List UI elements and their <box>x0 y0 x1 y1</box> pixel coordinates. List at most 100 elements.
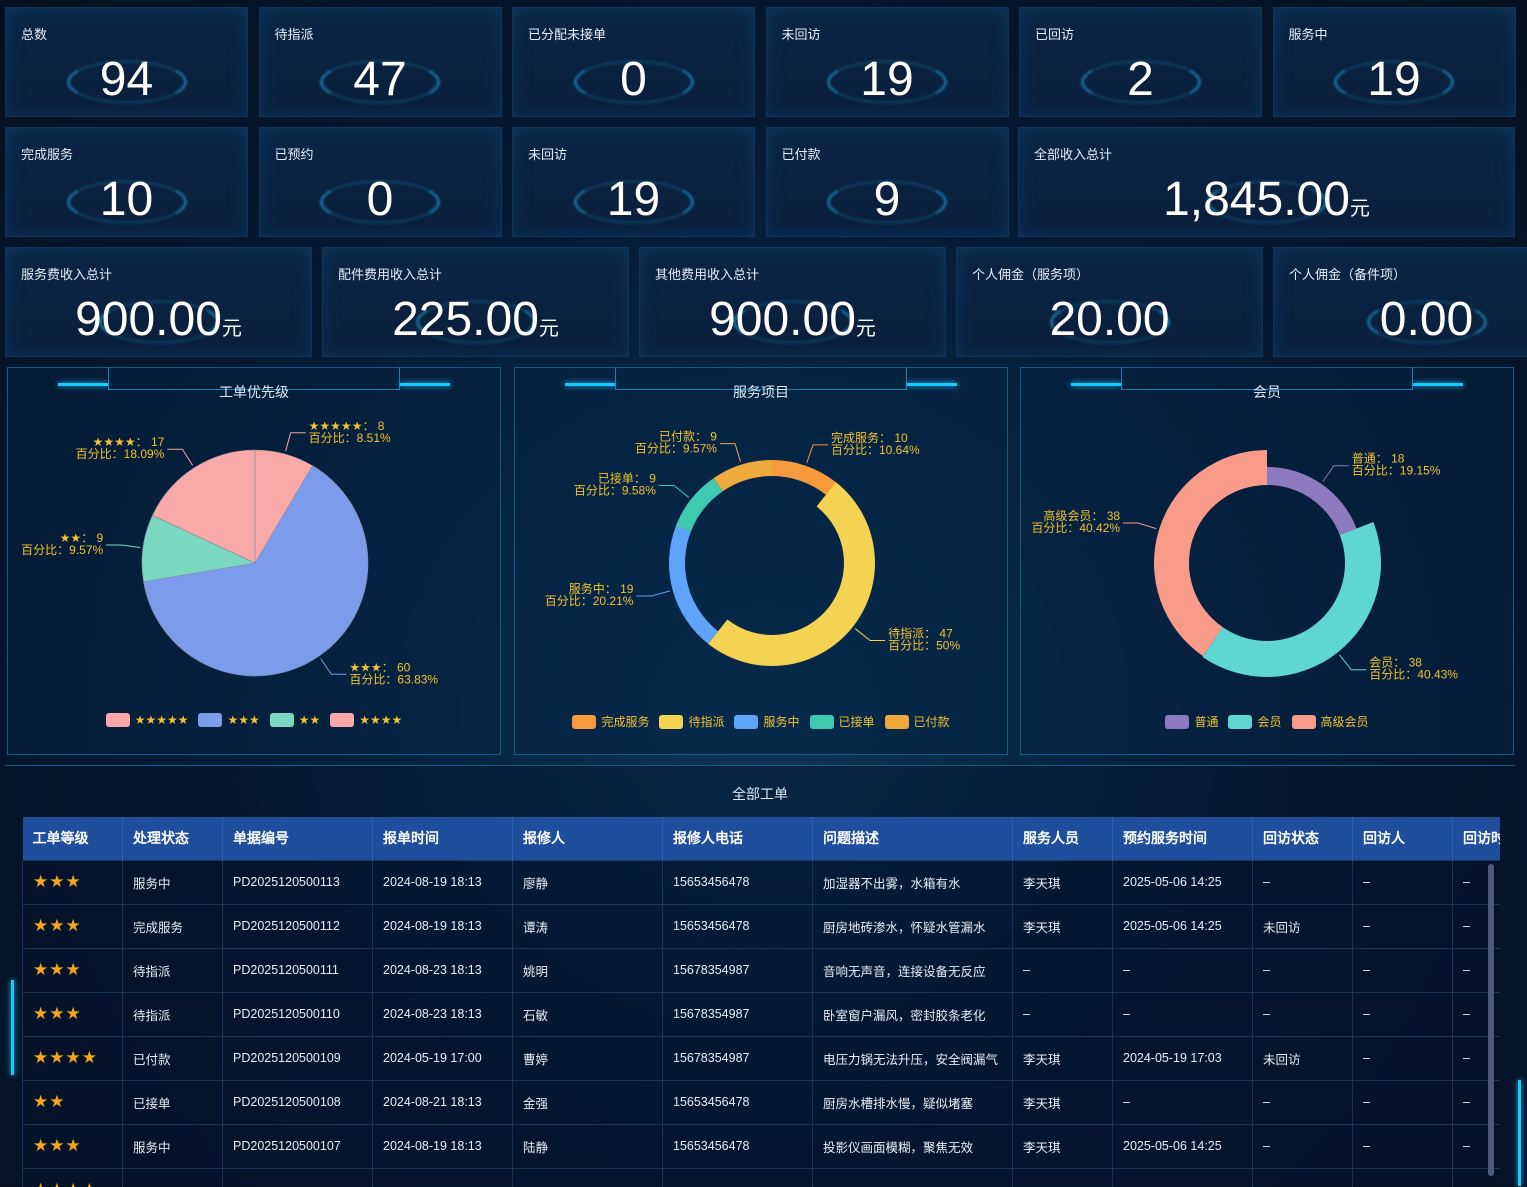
column-header[interactable]: 预约服务时间 <box>1112 817 1253 860</box>
table-cell: – <box>1352 1035 1453 1081</box>
stat-unit: 元 <box>538 318 559 340</box>
stat-label: 其他费用收入总计 <box>655 267 760 282</box>
column-header[interactable]: 问题描述 <box>812 817 1013 860</box>
stat-label: 服务中 <box>1288 27 1328 42</box>
table-row[interactable]: ★★★ 服务中 PD2025120500113 2024-08-19 18:13 廖静 1… <box>22 859 1500 905</box>
slice[interactable] <box>1267 467 1357 535</box>
column-header[interactable]: 处理状态 <box>122 817 223 860</box>
stat-card: 已回访 2 <box>1019 7 1262 117</box>
stat-label: 配件费用收入总计 <box>338 267 443 282</box>
slice[interactable] <box>675 478 723 532</box>
table-cell: – <box>1252 947 1353 993</box>
table-cell: 15678354987 <box>662 947 813 993</box>
table-row[interactable]: ★★★★ 已付款 PD2025120500109 2024-05-19 17:00 曹婷… <box>22 1035 1500 1081</box>
legend-item[interactable]: 完成服务 <box>572 713 649 730</box>
legend-label: 已接单 <box>838 715 875 729</box>
data-label: ★★★： 60 百分比：63.83% <box>349 660 438 686</box>
glow-ring-decor <box>732 300 853 344</box>
legend-item[interactable]: 普通 <box>1165 713 1218 730</box>
legend-item[interactable]: ★★ <box>269 713 320 727</box>
decor-glow <box>1413 383 1463 386</box>
table-row[interactable]: ★★★ 完成服务 PD2025120500112 2024-08-19 18:13 谭涛… <box>22 903 1500 949</box>
legend-label: ★★★ <box>227 713 260 727</box>
stat-label: 总数 <box>21 27 48 42</box>
slice[interactable] <box>1154 450 1267 657</box>
data-label: ★★★★： 17 百分比：18.09% <box>76 435 165 461</box>
table-cell: 服务中 <box>122 1123 223 1169</box>
table-row[interactable]: ★★ 已接单 PD2025120500108 2024-08-21 18:13 金强 15… <box>22 1079 1500 1125</box>
table-cell: PD2025120500108 <box>222 1079 373 1125</box>
legend-item[interactable]: 高级会员 <box>1291 713 1369 730</box>
column-header[interactable]: 单据编号 <box>222 817 373 860</box>
priority-stars: ★★★★ <box>22 1035 123 1081</box>
slice[interactable] <box>1202 522 1381 677</box>
slice[interactable] <box>708 482 875 666</box>
column-header[interactable]: 回访时间 <box>1452 817 1500 860</box>
chart-panel: 会员 普通： 18 百分比：19.15% 会员： 38 百分比：40.43% 高级会员： … <box>1020 367 1514 755</box>
table-cell: 2024-08-19 18:13 <box>372 1123 513 1169</box>
glow-ring-decor <box>1049 300 1170 344</box>
data-label: 高级会员： 38 百分比：40.42% <box>1031 508 1120 535</box>
table-row[interactable]: ★★★ 服务中 PD2025120500107 2024-08-19 18:13 陆静 1… <box>22 1123 1500 1169</box>
legend-item[interactable]: ★★★★★ <box>105 713 188 727</box>
table-cell: – <box>1252 991 1353 1037</box>
legend-item[interactable]: 已接单 <box>809 713 875 730</box>
table-cell <box>662 1167 813 1187</box>
glow-ring-decor <box>415 300 536 344</box>
stat-label: 个人佣金（备件项） <box>1289 267 1407 282</box>
data-label: 待指派： 47 百分比：50% <box>888 625 960 652</box>
column-header[interactable]: 报修人电话 <box>662 817 813 860</box>
stat-label: 服务费收入总计 <box>21 267 113 282</box>
column-header[interactable]: 报单时间 <box>372 817 513 860</box>
stat-value: 19 <box>1274 52 1515 117</box>
decor-glow <box>11 980 14 1075</box>
table-row[interactable]: ★★★★ <box>22 1167 1500 1187</box>
table-cell: 待指派 <box>122 947 223 993</box>
stat-value: 0 <box>513 52 754 117</box>
legend-item[interactable]: ★★★★ <box>330 713 402 727</box>
stat-label: 未回访 <box>528 147 568 162</box>
table-cell: 电压力锅无法升压，安全阀漏气 <box>812 1035 1013 1081</box>
slice[interactable] <box>669 525 719 644</box>
priority-stars: ★★★ <box>22 903 123 949</box>
stat-value: 9 <box>767 172 1008 237</box>
column-header[interactable]: 工单等级 <box>22 817 123 860</box>
table-row[interactable]: ★★★ 待指派 PD2025120500110 2024-08-23 18:13 石敏 1… <box>22 991 1500 1037</box>
glow-ring-decor <box>1206 180 1327 224</box>
legend-item[interactable]: ★★★ <box>198 713 260 727</box>
slice[interactable] <box>713 460 772 492</box>
column-header[interactable]: 回访状态 <box>1252 817 1353 860</box>
table-cell: 2024-05-19 17:03 <box>1112 1035 1253 1081</box>
legend-item[interactable]: 服务中 <box>734 713 800 730</box>
column-header[interactable]: 服务人员 <box>1012 817 1113 860</box>
table-row[interactable]: ★★★ 待指派 PD2025120500111 2024-08-23 18:13 姚明 1… <box>22 947 1500 993</box>
slice[interactable] <box>143 465 369 677</box>
table-cell: PD2025120500112 <box>222 903 373 949</box>
leader-line <box>167 448 194 466</box>
table-cell: 完成服务 <box>122 903 223 949</box>
legend-label: 普通 <box>1194 715 1219 729</box>
stat-number: 10 <box>99 173 154 226</box>
legend-item[interactable]: 待指派 <box>659 713 724 730</box>
stat-label: 全部收入总计 <box>1034 147 1113 162</box>
table-scrollbar[interactable] <box>1488 864 1494 1176</box>
table-cell: 15678354987 <box>662 991 813 1037</box>
legend-label: ★★★★ <box>359 713 403 727</box>
slice[interactable] <box>772 460 836 495</box>
chart-legend: 完成服务 待指派 服务中 已接单 已付款 <box>515 713 1007 730</box>
table-cell: 未回访 <box>1252 1035 1353 1081</box>
table-cell: 谭涛 <box>512 903 663 949</box>
stat-value: 0 <box>260 172 501 237</box>
column-header[interactable]: 报修人 <box>512 817 663 860</box>
column-header[interactable]: 回访人 <box>1352 817 1453 860</box>
legend-swatch <box>269 713 294 727</box>
legend-item[interactable]: 会员 <box>1228 713 1282 730</box>
stat-card: 已付款 9 <box>765 127 1009 237</box>
stat-number: 9 <box>873 173 901 226</box>
stat-card: 服务费收入总计 900.00元 <box>5 247 312 357</box>
stat-value: 900.00元 <box>6 292 311 357</box>
legend-item[interactable]: 已付款 <box>884 713 950 730</box>
slice[interactable] <box>152 449 256 564</box>
stat-number: 900.00 <box>709 293 856 346</box>
leader-line <box>658 485 690 498</box>
